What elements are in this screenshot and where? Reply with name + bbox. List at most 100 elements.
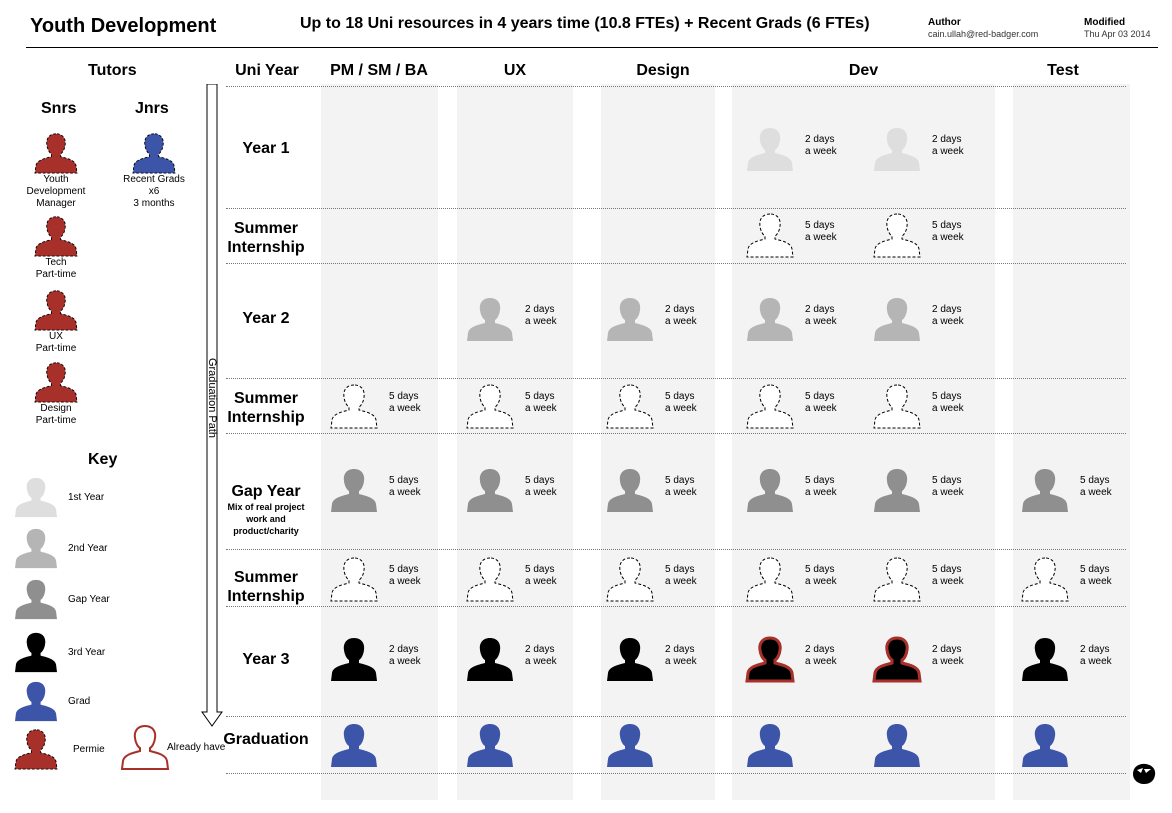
person-icon bbox=[746, 213, 794, 258]
band-ux bbox=[457, 84, 573, 800]
band-test bbox=[1013, 84, 1130, 800]
cell-allocation-label: 5 days a week bbox=[525, 564, 580, 588]
row-divider bbox=[226, 773, 1126, 774]
resource-cell bbox=[604, 722, 714, 772]
person-icon bbox=[745, 636, 795, 683]
row-label-summer-3: Summer Internship bbox=[227, 569, 305, 605]
resource-cell: 2 days a week bbox=[604, 636, 714, 686]
cell-allocation-label: 2 days a week bbox=[932, 644, 987, 668]
col-header-dev: Dev bbox=[848, 62, 879, 79]
cell-allocation-label: 5 days a week bbox=[389, 391, 444, 415]
resource-cell: 5 days a week bbox=[871, 383, 981, 433]
jnrs-heading: Jnrs bbox=[135, 100, 169, 117]
allocation-frequency: a week bbox=[665, 576, 697, 587]
allocation-days: 5 days bbox=[805, 220, 835, 231]
allocation-days: 2 days bbox=[805, 644, 835, 655]
person-icon bbox=[873, 213, 921, 258]
cell-allocation-label: 5 days a week bbox=[805, 475, 860, 499]
row-divider bbox=[226, 433, 1126, 434]
key-icon bbox=[10, 578, 62, 625]
person-icon bbox=[874, 298, 920, 341]
key-icon bbox=[10, 527, 62, 574]
allocation-days: 5 days bbox=[389, 564, 419, 575]
row-divider bbox=[226, 549, 1126, 550]
cell-allocation-label: 2 days a week bbox=[805, 134, 860, 158]
tutor-snr: Design Part-time bbox=[20, 361, 92, 427]
allocation-frequency: a week bbox=[525, 656, 557, 667]
row-label-summer-1: Summer Internship bbox=[227, 220, 305, 256]
resource-cell bbox=[464, 722, 574, 772]
resource-cell bbox=[328, 722, 438, 772]
resource-cell: 2 days a week bbox=[744, 296, 854, 346]
person-icon bbox=[467, 469, 513, 512]
allocation-days: 2 days bbox=[389, 644, 419, 655]
person-icon bbox=[15, 681, 57, 722]
row-divider bbox=[226, 606, 1126, 607]
col-header-test: Test bbox=[1047, 62, 1079, 79]
resource-cell: 5 days a week bbox=[1019, 467, 1129, 517]
allocation-days: 2 days bbox=[525, 644, 555, 655]
cell-allocation-label: 5 days a week bbox=[932, 475, 987, 499]
tutor-caption: Design Part-time bbox=[20, 403, 92, 427]
cell-allocation-label: 5 days a week bbox=[932, 220, 987, 244]
allocation-frequency: a week bbox=[805, 232, 837, 243]
resource-cell bbox=[1019, 722, 1129, 772]
resource-cell: 2 days a week bbox=[604, 296, 714, 346]
row-divider bbox=[226, 378, 1126, 379]
tutor-jnr: Recent Grads x6 3 months bbox=[116, 132, 192, 210]
key-label: 2nd Year bbox=[68, 543, 108, 554]
allocation-days: 2 days bbox=[665, 304, 695, 315]
resource-cell: 5 days a week bbox=[328, 556, 438, 606]
person-icon bbox=[15, 579, 57, 620]
cell-allocation-label: 2 days a week bbox=[525, 644, 580, 668]
allocation-frequency: a week bbox=[932, 487, 964, 498]
resource-cell bbox=[871, 722, 981, 772]
person-icon bbox=[874, 469, 920, 512]
tutor-caption-line: Part-time bbox=[35, 269, 77, 280]
key-label: 3rd Year bbox=[68, 647, 106, 658]
allocation-frequency: a week bbox=[932, 403, 964, 414]
resource-cell: 5 days a week bbox=[871, 556, 981, 606]
cell-allocation-label: 2 days a week bbox=[525, 304, 580, 328]
person-icon bbox=[746, 557, 794, 602]
key-label: 1st Year bbox=[68, 492, 105, 503]
person-icon bbox=[873, 384, 921, 429]
snrs-heading: Snrs bbox=[41, 100, 77, 117]
person-icon bbox=[747, 469, 793, 512]
tutor-caption-line: UX bbox=[49, 331, 63, 342]
cell-allocation-label: 5 days a week bbox=[665, 564, 720, 588]
allocation-days: 5 days bbox=[805, 564, 835, 575]
allocation-frequency: a week bbox=[665, 403, 697, 414]
cell-allocation-label: 2 days a week bbox=[805, 644, 860, 668]
row-divider bbox=[226, 263, 1126, 264]
person-icon bbox=[747, 724, 793, 767]
resource-cell: 5 days a week bbox=[604, 556, 714, 606]
band-dev bbox=[732, 84, 995, 800]
key-icon bbox=[10, 728, 62, 775]
col-header-design: Design bbox=[636, 62, 690, 79]
person-icon bbox=[132, 133, 176, 174]
tutor-caption-line: 3 months bbox=[133, 198, 175, 209]
person-icon bbox=[34, 362, 78, 403]
person-icon bbox=[120, 724, 170, 770]
graduation-path-label: Graduation Path bbox=[206, 357, 218, 439]
tutor-snr: Youth Development Manager bbox=[20, 132, 92, 210]
badger-logo-icon bbox=[1133, 763, 1156, 784]
allocation-days: 2 days bbox=[932, 134, 962, 145]
person-icon bbox=[330, 384, 378, 429]
resource-cell: 2 days a week bbox=[871, 126, 981, 176]
person-icon bbox=[606, 557, 654, 602]
row-label-year-2: Year 2 bbox=[242, 310, 290, 327]
allocation-days: 2 days bbox=[1080, 644, 1110, 655]
cell-allocation-label: 2 days a week bbox=[389, 644, 444, 668]
cell-allocation-label: 5 days a week bbox=[525, 475, 580, 499]
tutor-caption-line: Youth bbox=[43, 174, 69, 185]
allocation-frequency: a week bbox=[805, 576, 837, 587]
allocation-days: 2 days bbox=[932, 644, 962, 655]
person-icon bbox=[466, 384, 514, 429]
allocation-days: 2 days bbox=[932, 304, 962, 315]
person-icon bbox=[15, 477, 57, 518]
row-divider bbox=[226, 208, 1126, 209]
tutor-caption-line: Tech bbox=[45, 257, 67, 268]
key-heading: Key bbox=[88, 451, 118, 468]
